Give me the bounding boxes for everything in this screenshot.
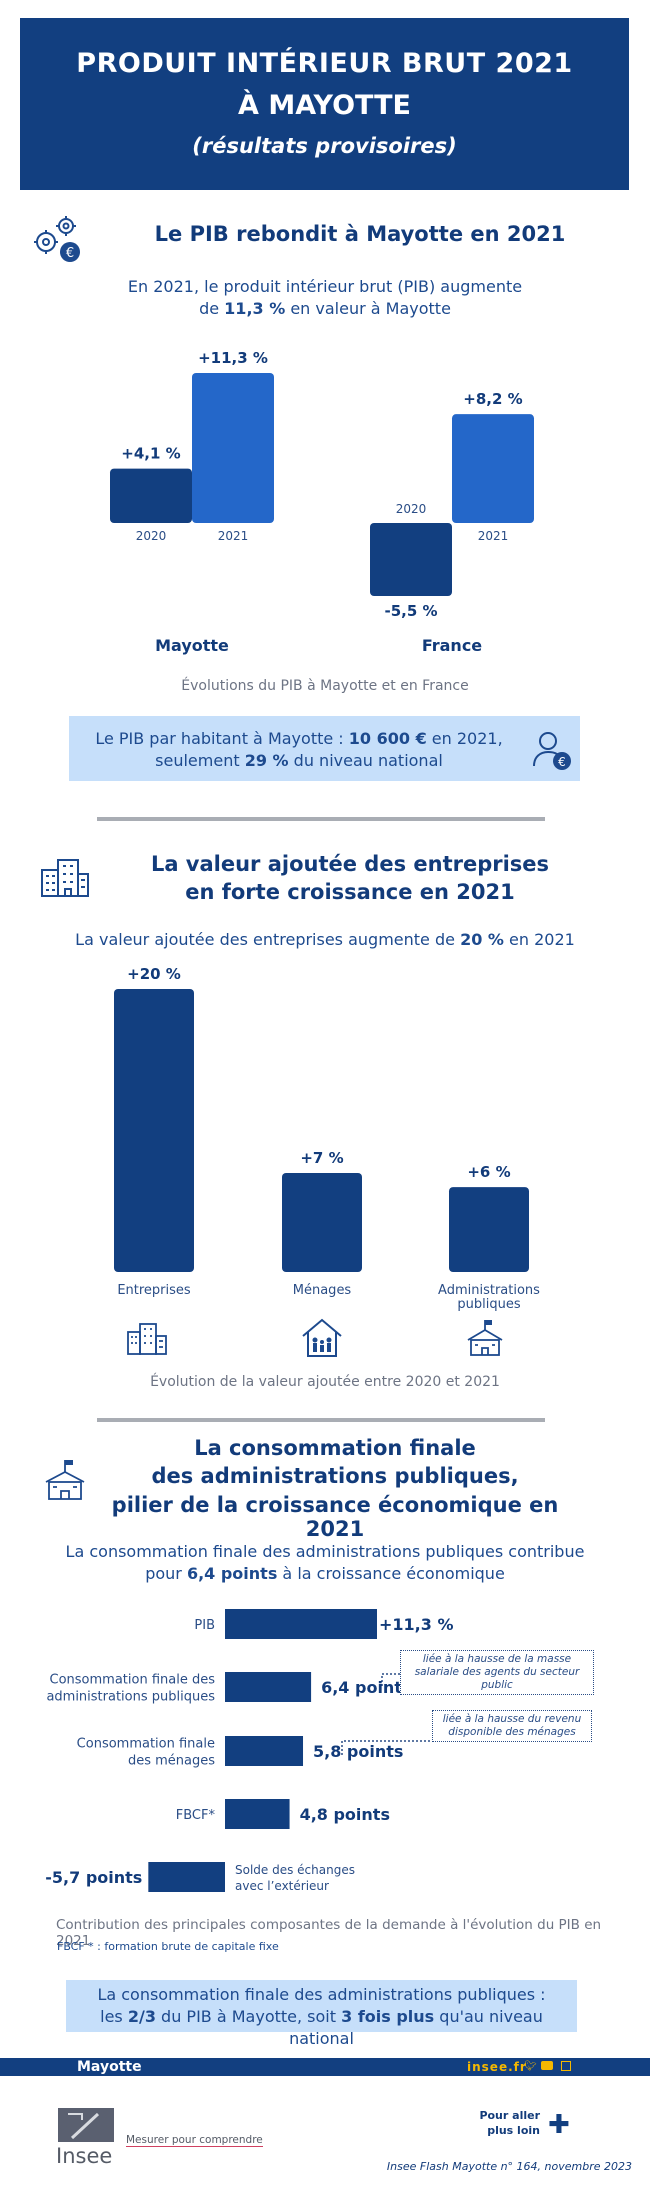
hbar-0	[225, 1609, 377, 1639]
bar-value-label: -5,5 %	[384, 602, 437, 620]
hbar-4	[148, 1862, 225, 1892]
group-label-mayotte: Mayotte	[155, 636, 229, 655]
section1-title: Le PIB rebondit à Mayotte en 2021	[154, 222, 566, 246]
plus-icon[interactable]: ✚	[548, 2110, 570, 2140]
hbar-value-label: +11,3 %	[379, 1615, 453, 1634]
gears-euro-icon: €	[34, 216, 80, 262]
hbar-3	[225, 1799, 290, 1829]
hbar-value-label: 6,4 points	[321, 1678, 411, 1697]
hbar-value-label: -5,7 points	[45, 1868, 142, 1887]
hbar-category-label: FBCF*	[176, 1808, 216, 1823]
category-label: Ménages	[293, 1283, 352, 1298]
hbar-category-label: Solde des échanges	[235, 1863, 355, 1877]
hbar-category-label: des ménages	[128, 1754, 215, 1769]
group-label-france: France	[422, 636, 482, 655]
section-divider	[97, 1418, 545, 1422]
bar-mayotte-2021	[192, 373, 274, 523]
bar-value-label: +8,2 %	[463, 390, 522, 408]
svg-text:€: €	[558, 755, 566, 769]
bar-mayotte-2020	[110, 468, 192, 523]
category-label: Administrations	[438, 1283, 540, 1298]
bar-value-label: +6 %	[467, 1163, 510, 1181]
bar-value-label: +4,1 %	[121, 445, 180, 463]
section2-title-line2: en forte croissance en 2021	[185, 880, 515, 904]
more-info-link[interactable]: Pour aller plus loin	[479, 2109, 540, 2137]
town-hall-icon	[45, 1460, 85, 1500]
pib-evolution-chart: +4,1 % 2020 +11,3 % 2021 Mayotte -5,5 % 2020 +8…	[110, 349, 534, 655]
footer-site-link[interactable]: insee.fr	[467, 2060, 527, 2074]
hbar-value-label: 4,8 points	[300, 1805, 390, 1824]
section-divider	[97, 817, 545, 821]
bar-administrations-publiques	[449, 1187, 529, 1272]
fbcf-footnote: FBCF * : formation brute de capitale fix…	[57, 1940, 279, 1953]
year-tick-label: 2021	[478, 529, 509, 543]
hbar-1	[225, 1672, 312, 1702]
section2-lead: La valeur ajoutée des entreprises augmen…	[75, 930, 575, 949]
bar-entreprises	[114, 989, 194, 1272]
hbar-2	[225, 1736, 304, 1766]
linkedin-icon[interactable]	[561, 2061, 571, 2071]
section1-lead-line1: En 2021, le produit intérieur brut (PIB)…	[127, 277, 523, 296]
insee-tagline: Mesurer pour comprendre	[126, 2134, 263, 2147]
pib-per-capita-callout: Le PIB par habitant à Mayotte : 10 600 €…	[69, 716, 580, 781]
callout-text: Le PIB par habitant à Mayotte : 10 600 €…	[95, 729, 503, 770]
header-subtitle: (résultats provisoires)	[192, 134, 457, 158]
section3-title-line1: La consommation finale	[194, 1436, 476, 1460]
section3-lead-line2: pour 6,4 points à la croissance économiq…	[145, 1564, 505, 1583]
section3-lead-line1: La consommation finale des administratio…	[65, 1542, 585, 1561]
bar-value-label: +20 %	[127, 965, 181, 983]
bar-value-label: +7 %	[300, 1149, 343, 1167]
insee-logo-text: Insee	[56, 2144, 113, 2168]
chart3-caption: Contribution des principales composantes…	[56, 1917, 602, 1949]
footer-region: Mayotte	[77, 2059, 142, 2075]
hbar-category-label: Consommation finale des	[50, 1673, 216, 1688]
header-banner: PRODUIT INTÉRIEUR BRUT 2021 À MAYOTTE (r…	[20, 18, 629, 190]
header-title-line1: PRODUIT INTÉRIEUR BRUT 2021	[76, 48, 573, 79]
category-label: publiques	[457, 1297, 520, 1312]
value-added-chart: +20 % Entreprises +7 % Ménages +6 % Administr…	[114, 965, 540, 1312]
svg-text:€: €	[66, 246, 74, 261]
hbar-category-label: PIB	[194, 1618, 215, 1633]
hbar-category-label: avec l’extérieur	[235, 1879, 329, 1893]
year-tick-label: 2021	[218, 529, 249, 543]
public-administration-icon	[467, 1320, 503, 1356]
footer-band: Mayotte insee.fr 🐦︎	[0, 2058, 650, 2076]
bar-ménages	[282, 1172, 362, 1272]
youtube-icon[interactable]	[541, 2061, 553, 2070]
demand-contribution-chart: +11,3 % PIB 6,4 points Consommation finale …	[45, 1609, 453, 1893]
household-house-icon	[302, 1318, 342, 1357]
twitter-icon[interactable]: 🐦︎	[524, 2061, 537, 2072]
office-building-icon	[41, 859, 89, 897]
note-household-income: liée à la hausse du revenu disponible de…	[432, 1710, 592, 1742]
callout-line1: La consommation finale des administratio…	[97, 1985, 546, 2004]
publication-reference: Insee Flash Mayotte n° 164, novembre 202…	[386, 2160, 632, 2173]
bar-value-label: +11,3 %	[198, 349, 268, 367]
chart2-caption: Évolution de la valeur ajoutée entre 202…	[150, 1374, 500, 1390]
section3-title-line2: des administrations publiques,	[151, 1464, 519, 1488]
bar-france-2020	[370, 523, 452, 597]
hbar-category-label: Consommation finale	[77, 1737, 215, 1752]
section2-title-line1: La valeur ajoutée des entreprises	[150, 852, 550, 876]
hbar-category-label: administrations publiques	[46, 1690, 215, 1705]
category-label: Entreprises	[117, 1283, 191, 1298]
insee-logo-mark	[58, 2108, 114, 2142]
year-tick-label: 2020	[396, 502, 427, 516]
header-title-line2: À MAYOTTE	[238, 90, 411, 121]
section1-lead-line2: de 11,3 % en valeur à Mayotte	[199, 299, 451, 318]
chart1-caption: Évolutions du PIB à Mayotte et en France	[181, 678, 469, 694]
section3-title-line3: pilier de la croissance économique en 20…	[111, 1493, 559, 1541]
note-salary-mass: liée à la hausse de la masse salariale d…	[400, 1650, 594, 1695]
enterprise-building-icon	[127, 1323, 167, 1355]
public-consumption-callout: La consommation finale des administratio…	[66, 1980, 577, 2048]
person-euro-icon: €	[533, 732, 571, 770]
callout-line2: les 2/3 du PIB à Mayotte, soit 3 fois pl…	[100, 2007, 543, 2048]
hbar-value-label: 5,8 points	[313, 1742, 403, 1761]
year-tick-label: 2020	[136, 529, 167, 543]
bar-france-2021	[452, 414, 534, 523]
